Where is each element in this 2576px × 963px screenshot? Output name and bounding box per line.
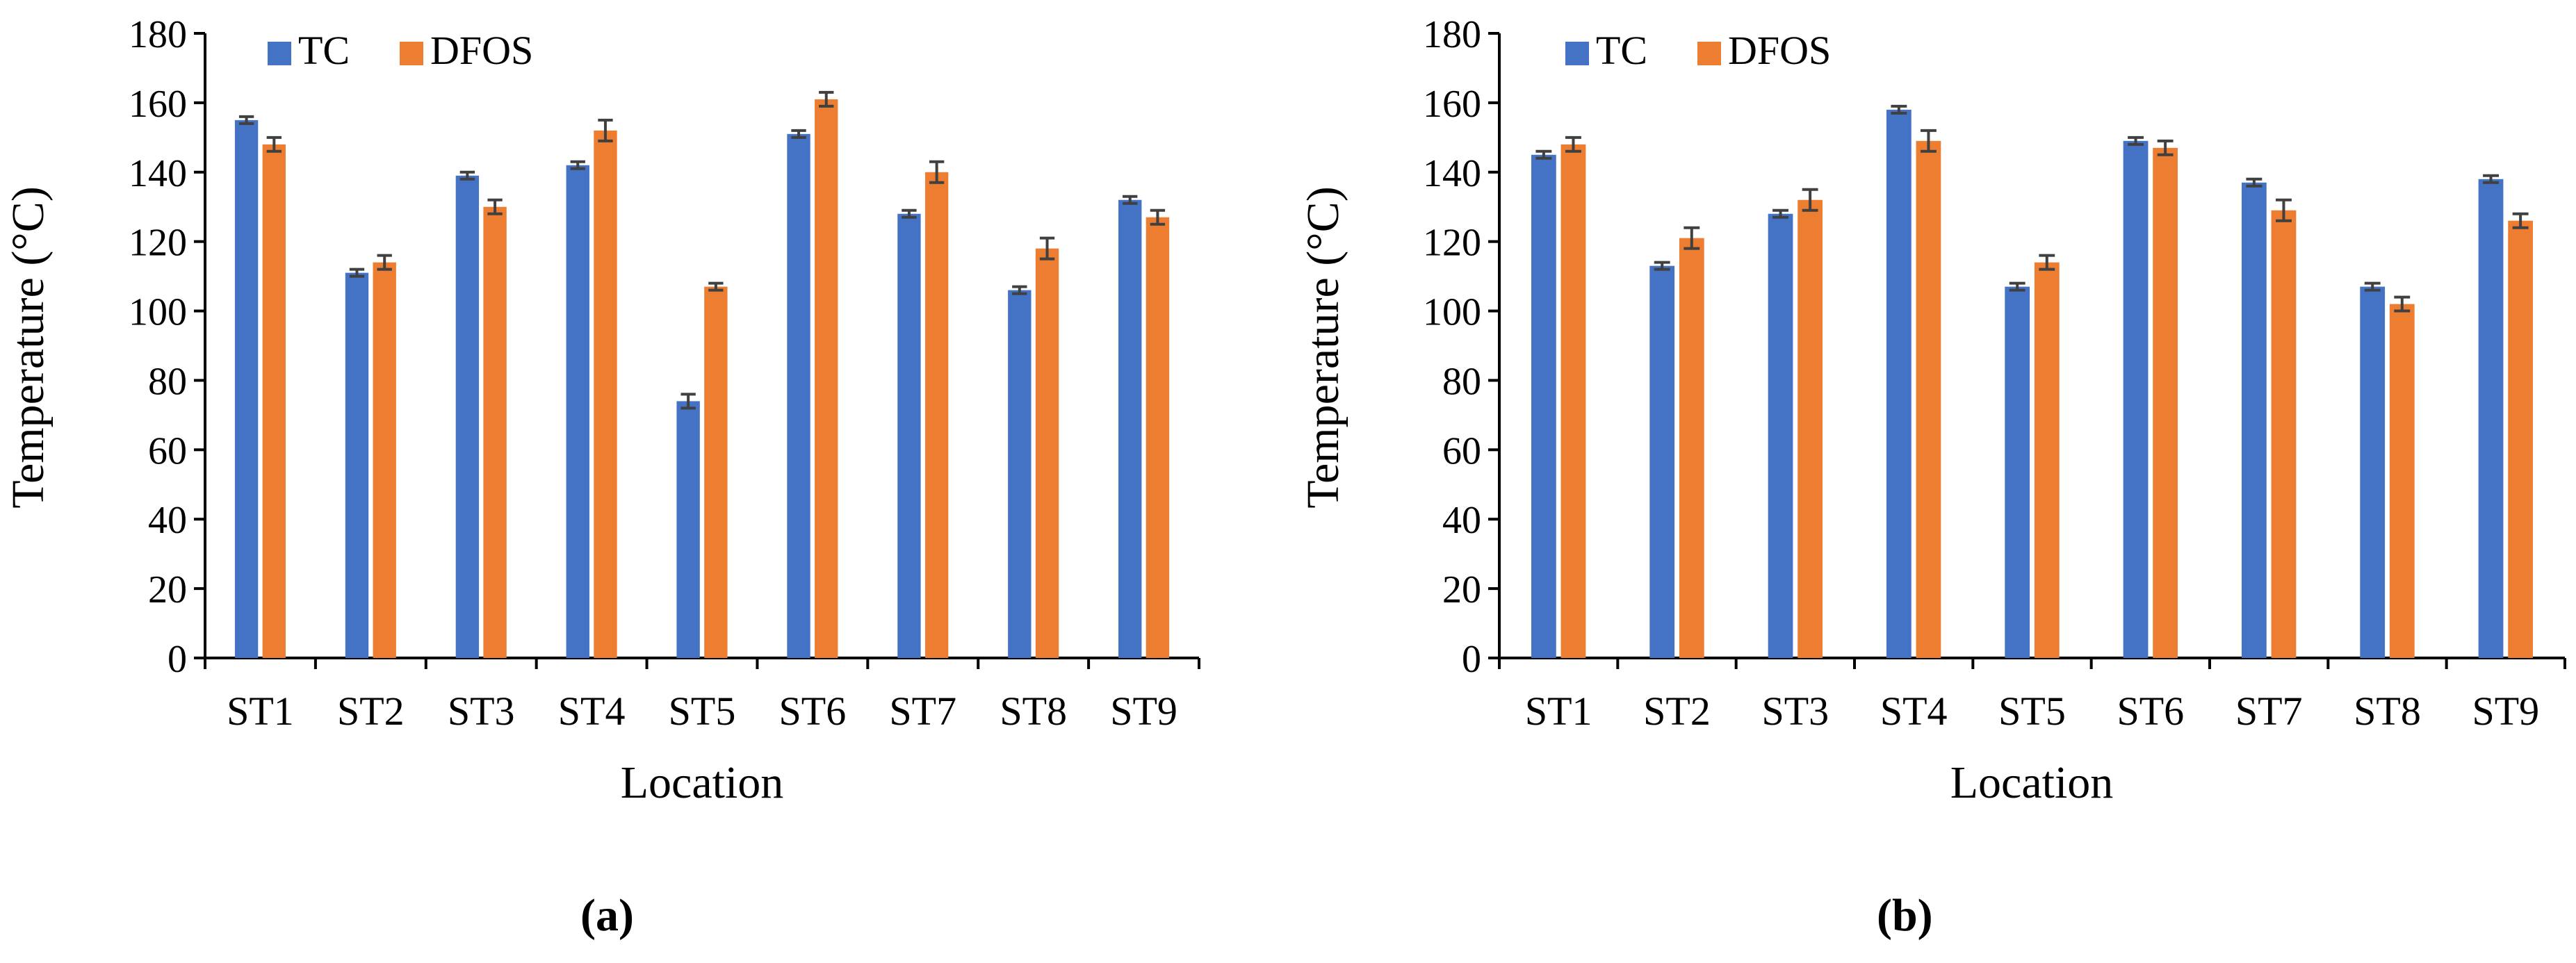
y-tick-label: 160 [129, 83, 187, 126]
x-tick-label: ST9 [1110, 689, 1177, 734]
bar-dfos-st2 [1679, 238, 1704, 658]
y-tick-label: 140 [1423, 152, 1481, 195]
legend-swatch-tc [268, 42, 291, 65]
bar-tc-st5 [676, 401, 700, 658]
bar-tc-st8 [1008, 290, 1032, 659]
y-tick-label: 120 [129, 222, 187, 265]
y-tick-label: 0 [168, 638, 187, 681]
x-tick-label: ST4 [1880, 689, 1948, 734]
y-tick-label: 80 [1442, 360, 1481, 403]
legend-label-dfos: DFOS [430, 28, 533, 73]
x-tick-label: ST2 [337, 689, 405, 734]
x-tick-label: ST1 [227, 689, 294, 734]
bar-dfos-st8 [1035, 248, 1059, 659]
bar-dfos-st4 [1916, 140, 1941, 659]
bar-dfos-st8 [2389, 304, 2415, 658]
bar-dfos-st6 [2153, 147, 2178, 659]
legend-swatch-tc [1565, 42, 1589, 65]
y-tick-label: 140 [129, 152, 187, 195]
bar-tc-st7 [2241, 182, 2267, 658]
bar-tc-st7 [897, 213, 921, 658]
y-tick-label: 40 [1442, 499, 1481, 542]
x-tick-label: ST2 [1643, 689, 1711, 734]
x-tick-label: ST8 [2354, 689, 2421, 734]
bar-tc-st2 [1649, 265, 1675, 658]
bar-tc-st6 [787, 133, 810, 659]
bar-tc-st8 [2360, 286, 2386, 658]
bar-dfos-st6 [815, 99, 838, 659]
y-tick-label: 40 [148, 499, 187, 542]
x-tick-label: ST5 [1998, 689, 2066, 734]
bar-tc-st2 [345, 272, 369, 658]
x-tick-label: ST6 [779, 689, 847, 734]
y-tick-label: 160 [1423, 83, 1481, 126]
y-tick-label: 20 [1442, 568, 1481, 611]
x-tick-label: ST3 [448, 689, 515, 734]
x-tick-label: ST5 [669, 689, 736, 734]
chart-panel-b: 0 20 40 60 80 100 120 140 160 180 ST1 ST2 ST3 ST4 ST5 S… [1298, 13, 2566, 808]
bar-tc-st9 [2478, 179, 2504, 658]
bar-dfos-st5 [704, 286, 728, 658]
y-axis-title: Temperature (°C) [1298, 186, 1348, 508]
bar-tc-st4 [566, 165, 589, 659]
bar-tc-st9 [1118, 199, 1142, 658]
bar-dfos-st7 [924, 172, 949, 658]
bar-dfos-st3 [483, 206, 507, 658]
bar-dfos-st9 [1146, 217, 1170, 658]
bar-dfos-st9 [2508, 220, 2534, 658]
x-tick-label: ST7 [2235, 689, 2303, 734]
legend-swatch-dfos [1697, 42, 1721, 65]
y-tick-label: 60 [1442, 429, 1481, 472]
x-tick-label: ST8 [1000, 689, 1067, 734]
x-tick-label: ST6 [2117, 689, 2184, 734]
x-tick-label: ST7 [889, 689, 956, 734]
panel-label-b: (b) [1877, 890, 1933, 941]
legend-label-tc: TC [298, 28, 350, 73]
y-tick-label: 180 [129, 13, 187, 56]
x-tick-label: ST9 [2472, 689, 2539, 734]
x-tick-label: ST3 [1761, 689, 1829, 734]
x-tick-label: ST4 [558, 689, 626, 734]
bar-tc-st1 [1531, 154, 1556, 659]
bar-tc-st4 [1886, 109, 1911, 658]
legend-label-tc: TC [1596, 28, 1647, 73]
x-axis-title: Location [1950, 757, 2114, 808]
y-tick-label: 100 [129, 291, 187, 334]
y-tick-label: 60 [148, 429, 187, 472]
panel-label-a: (a) [580, 890, 634, 941]
bar-tc-st3 [1768, 213, 1793, 658]
bar-tc-st3 [455, 175, 480, 658]
y-tick-label: 100 [1423, 291, 1481, 334]
y-tick-label: 0 [1462, 638, 1481, 681]
y-tick-label: 180 [1423, 13, 1481, 56]
bar-tc-st1 [234, 120, 259, 659]
bar-dfos-st3 [1798, 199, 1823, 658]
y-axis-title: Temperature (°C) [3, 186, 54, 508]
x-tick-label: ST1 [1525, 689, 1592, 734]
y-tick-label: 20 [148, 568, 187, 611]
y-tick-label: 80 [148, 360, 187, 403]
bar-dfos-st7 [2271, 210, 2297, 658]
bar-dfos-st1 [1560, 144, 1586, 659]
bar-dfos-st2 [373, 262, 396, 659]
legend-swatch-dfos [400, 42, 423, 65]
bar-tc-st6 [2123, 140, 2149, 659]
legend-label-dfos: DFOS [1728, 28, 1831, 73]
chart-panel-a: 0 20 40 60 80 100 120 140 160 180 ST1 ST2 ST3 ST4 ST5 S… [3, 13, 1200, 808]
bar-tc-st5 [2005, 286, 2030, 658]
bar-dfos-st5 [2034, 262, 2060, 659]
y-tick-label: 120 [1423, 222, 1481, 265]
bar-dfos-st1 [262, 144, 286, 659]
bar-dfos-st4 [594, 130, 617, 658]
x-axis-title: Location [621, 757, 784, 808]
